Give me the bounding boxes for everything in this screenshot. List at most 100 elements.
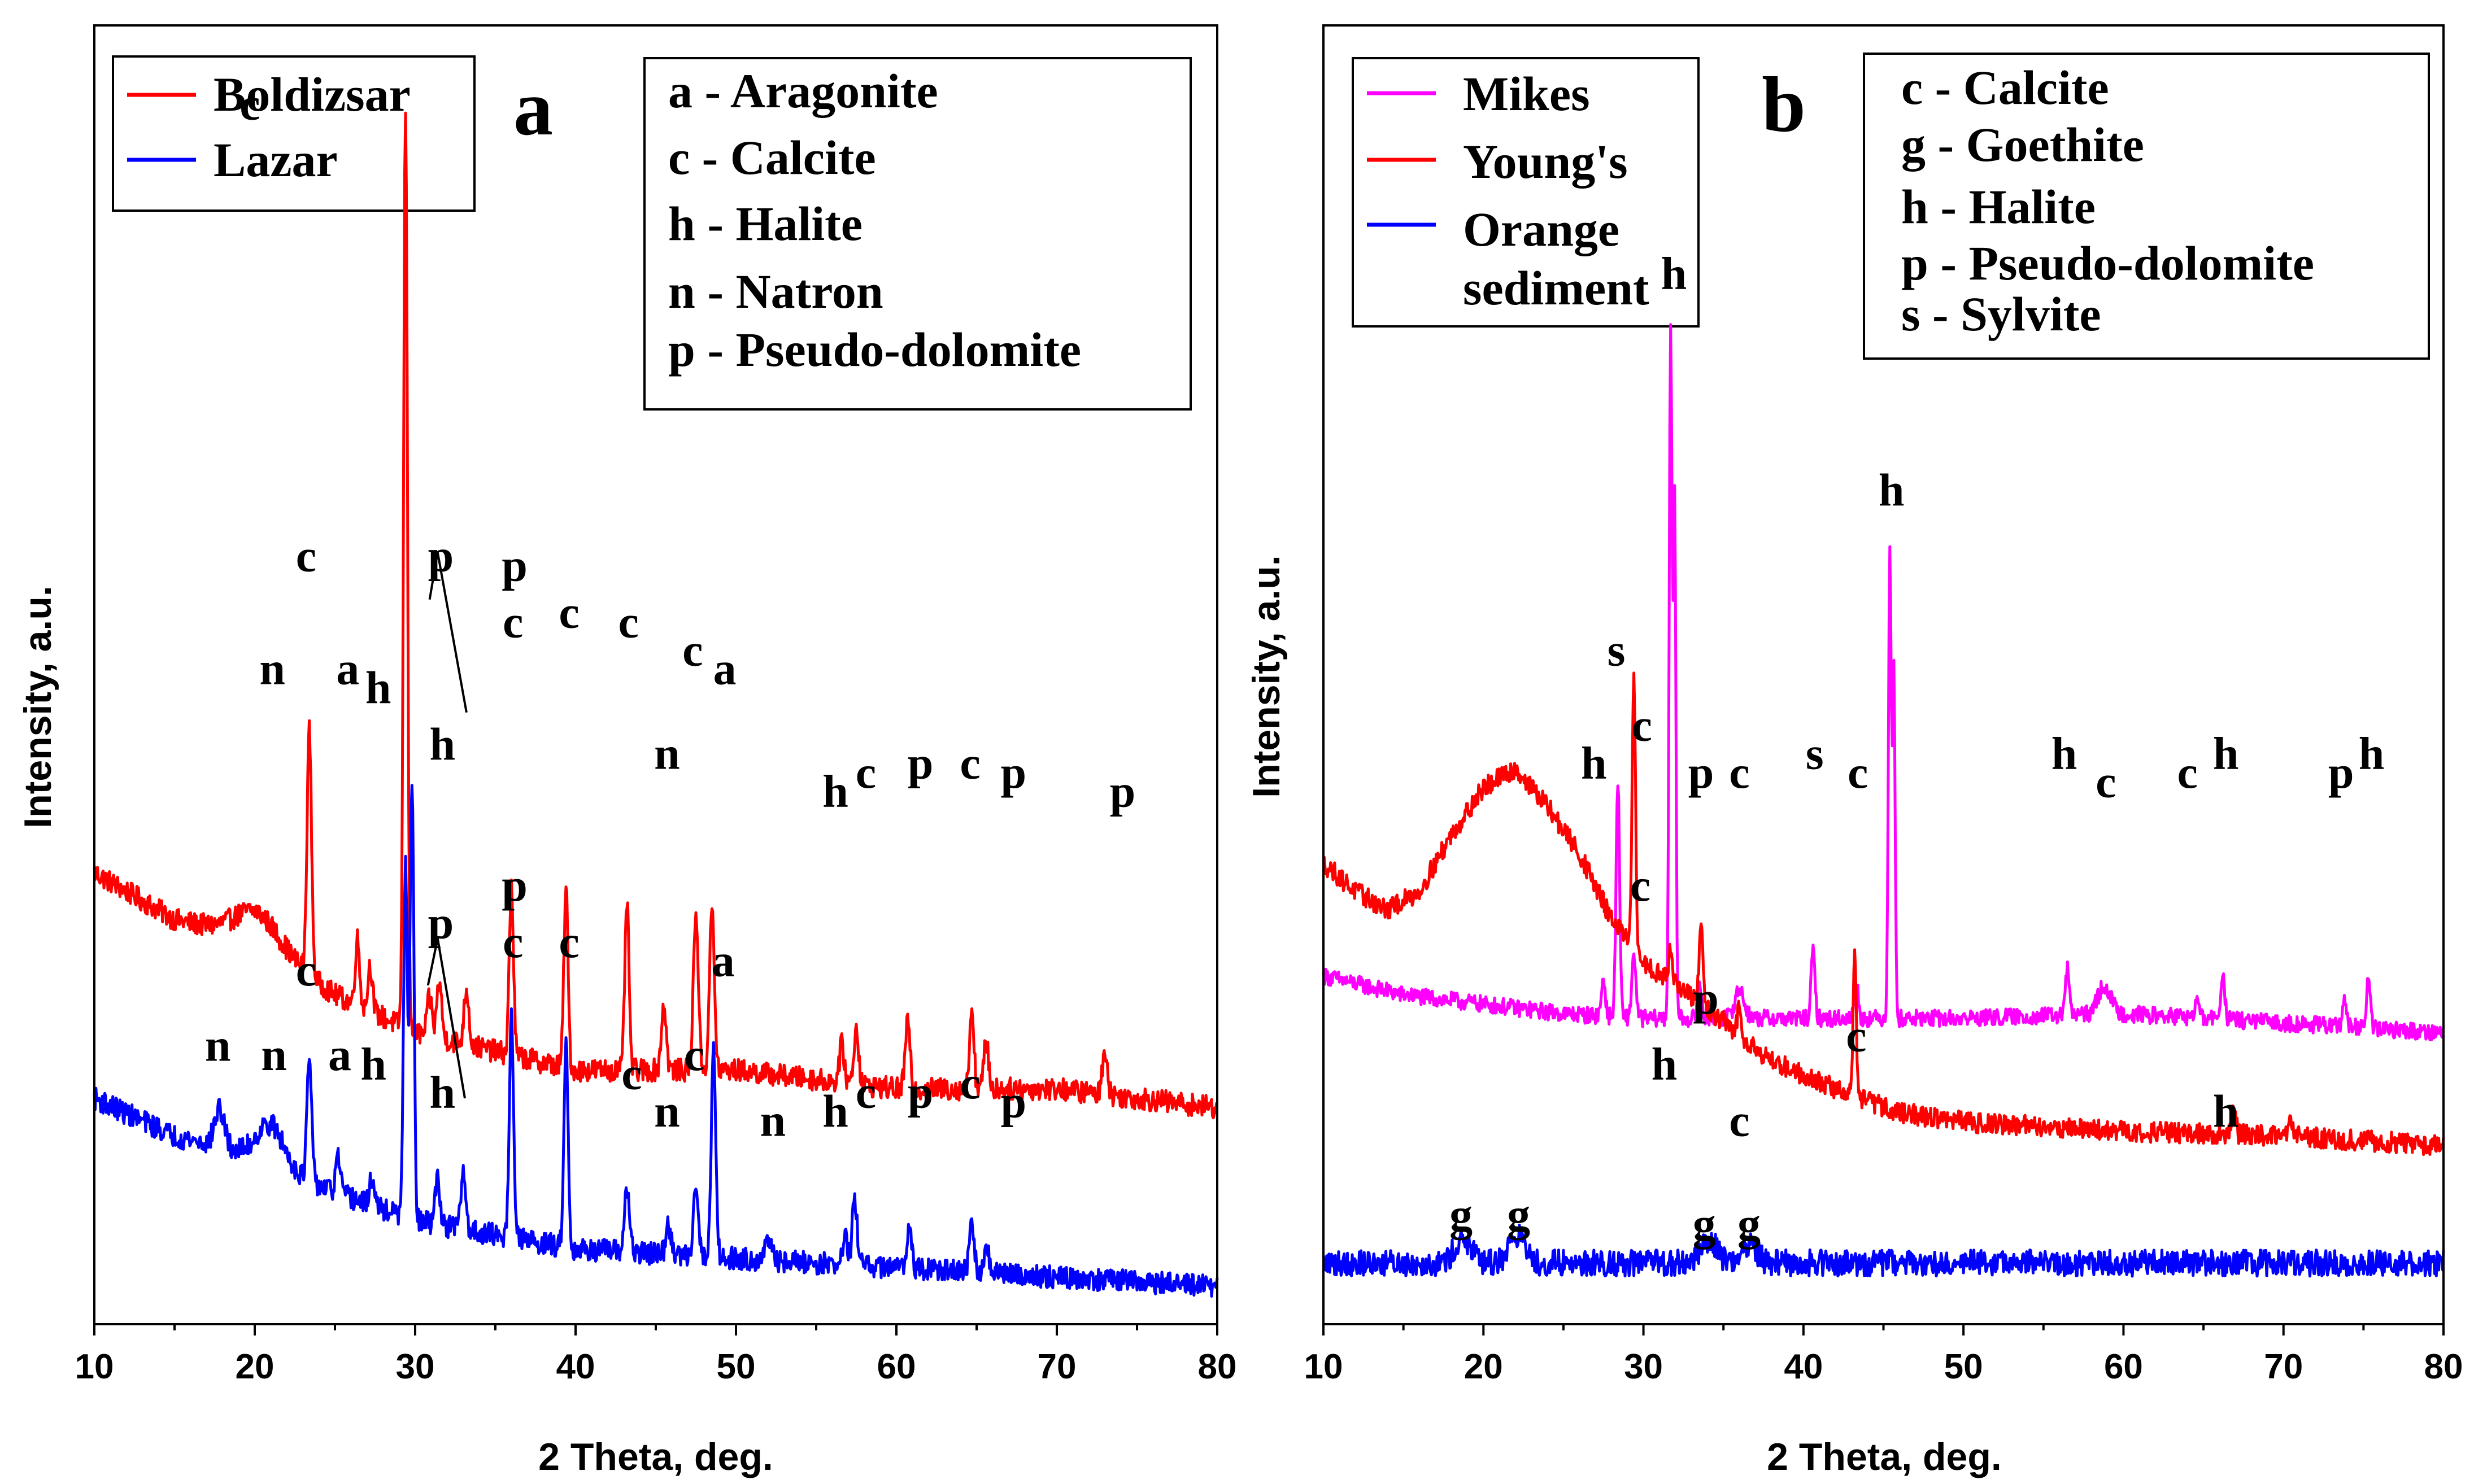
phase-key-entry: c - Calcite bbox=[668, 130, 876, 185]
series-line-youngs bbox=[1322, 671, 2445, 1156]
panel-b-x-axis-title: 2 Theta, deg. bbox=[1767, 1435, 2002, 1478]
peak-label: p bbox=[1688, 747, 1714, 798]
peak-label: h bbox=[1661, 248, 1687, 299]
panel-a-legend: Boldizsar Lazar bbox=[127, 67, 411, 187]
panel-a-x-axis-title: 2 Theta, deg. bbox=[538, 1435, 773, 1478]
panel-b-legend: Mikes Young's Orange sediment bbox=[1367, 67, 1649, 315]
peak-label: c bbox=[960, 737, 980, 788]
panel-a-y-axis-title: Intensity, a.u. bbox=[16, 586, 59, 828]
series-line-mikes bbox=[1322, 323, 2445, 1041]
peak-label: g bbox=[1507, 1189, 1530, 1240]
peak-label: p bbox=[502, 539, 528, 591]
peak-label: p bbox=[1110, 765, 1136, 817]
legend-label-mikes: Mikes bbox=[1463, 67, 1590, 121]
peak-label: p bbox=[2328, 747, 2354, 798]
x-tick-label: 20 bbox=[236, 1347, 275, 1386]
peak-label: n bbox=[205, 1019, 231, 1071]
peak-label: h bbox=[360, 1038, 386, 1090]
legend-label-orange-sediment: Orange sediment bbox=[1463, 202, 1649, 315]
peak-label: p bbox=[428, 897, 454, 949]
panel-a-legend-box bbox=[112, 55, 476, 212]
panel-a-letter: a bbox=[513, 64, 553, 152]
phase-key-entry: c - Calcite bbox=[1901, 60, 2109, 115]
peak-label: c bbox=[296, 530, 316, 582]
x-tick-label: 30 bbox=[1624, 1347, 1663, 1386]
x-tick-label: 50 bbox=[1944, 1347, 1983, 1386]
peak-label: h bbox=[1581, 737, 1607, 788]
peak-label: c bbox=[2096, 756, 2116, 808]
peak-label: n bbox=[654, 1085, 680, 1137]
panel-b-x-ticks: 10 20 30 40 50 60 70 80 bbox=[1304, 1324, 2463, 1386]
peak-label: c bbox=[856, 747, 876, 798]
peak-label: h bbox=[2051, 728, 2077, 779]
peak-label: h bbox=[822, 1085, 848, 1137]
x-tick-label: 60 bbox=[877, 1347, 916, 1386]
x-tick-label: 80 bbox=[1198, 1347, 1237, 1386]
peak-label: h bbox=[822, 765, 848, 817]
peak-label: h bbox=[429, 1067, 455, 1118]
peak-label: h bbox=[429, 718, 455, 770]
panel-b: c - Calcite g - Goethite h - Halite p - … bbox=[1245, 24, 2463, 1478]
peak-label: c bbox=[618, 596, 638, 647]
panel-b-y-axis-title: Intensity, a.u. bbox=[1245, 555, 1288, 797]
x-tick-label: 40 bbox=[1784, 1347, 1823, 1386]
x-tick-label: 40 bbox=[556, 1347, 595, 1386]
peak-label: s bbox=[1806, 728, 1824, 779]
peak-label: c bbox=[960, 1057, 980, 1108]
legend-label-boldizsar: Boldizsar bbox=[214, 67, 411, 121]
peak-label: p bbox=[908, 1067, 934, 1118]
peak-label: h bbox=[1652, 1038, 1678, 1090]
peak-label: c bbox=[1846, 1010, 1866, 1062]
panel-a-phase-key-box bbox=[643, 57, 1192, 411]
peak-label: c bbox=[1729, 1095, 1749, 1146]
phase-key-entry: p - Pseudo-dolomite bbox=[1901, 236, 2314, 290]
peak-label: a bbox=[336, 643, 359, 695]
peak-label: a bbox=[712, 935, 735, 986]
peak-label: h bbox=[2213, 728, 2239, 779]
series-line-boldizsar bbox=[93, 111, 1219, 1120]
peak-label: c bbox=[1848, 747, 1868, 798]
peak-label: h bbox=[2213, 1085, 2239, 1137]
peak-label: c bbox=[503, 596, 523, 647]
peak-label: c bbox=[503, 916, 523, 967]
phase-key-entry: s - Sylvite bbox=[1901, 287, 2101, 341]
x-tick-label: 10 bbox=[1304, 1347, 1343, 1386]
peak-label: h bbox=[2359, 728, 2385, 779]
panel-b-legend-box bbox=[1352, 57, 1700, 328]
peak-label: p bbox=[1693, 972, 1719, 1024]
peak-label: c bbox=[1631, 700, 1652, 751]
x-tick-label: 60 bbox=[2104, 1347, 2143, 1386]
peak-label: c bbox=[1729, 747, 1749, 798]
peak-label: c bbox=[239, 78, 260, 130]
x-tick-label: 20 bbox=[1464, 1347, 1503, 1386]
legend-label-youngs: Young's bbox=[1463, 134, 1628, 189]
panel-b-letter: b bbox=[1762, 61, 1806, 149]
phase-key-entry: g - Goethite bbox=[1901, 117, 2144, 172]
x-tick-label: 70 bbox=[1038, 1347, 1077, 1386]
peak-label: p bbox=[1000, 747, 1026, 798]
panel-a-x-ticks: 10 20 30 40 50 60 70 80 bbox=[75, 1324, 1237, 1386]
phase-key-entry: a - Aragonite bbox=[668, 64, 938, 118]
peak-label: n bbox=[760, 1095, 786, 1146]
phase-key-entry: h - Halite bbox=[1901, 180, 2096, 234]
x-tick-label: 70 bbox=[2264, 1347, 2303, 1386]
x-tick-label: 50 bbox=[717, 1347, 756, 1386]
peak-label: s bbox=[1607, 624, 1625, 675]
peak-label: a bbox=[713, 643, 737, 695]
x-tick-label: 80 bbox=[2424, 1347, 2463, 1386]
peak-label: n bbox=[654, 728, 680, 779]
peak-label: g bbox=[1737, 1198, 1761, 1250]
peak-label: c bbox=[559, 587, 579, 638]
peak-label: p bbox=[1000, 1076, 1026, 1127]
peak-label: a bbox=[328, 1029, 351, 1080]
phase-key-entry: h - Halite bbox=[668, 197, 863, 251]
peak-bracket bbox=[428, 552, 468, 713]
x-tick-label: 10 bbox=[75, 1347, 114, 1386]
peak-label: g bbox=[1693, 1198, 1716, 1250]
peak-label: n bbox=[259, 643, 285, 695]
peak-label: c bbox=[2177, 747, 2197, 798]
series-line-orange-sediment bbox=[1322, 1224, 2445, 1278]
legend-label-lazar: Lazar bbox=[214, 133, 338, 187]
